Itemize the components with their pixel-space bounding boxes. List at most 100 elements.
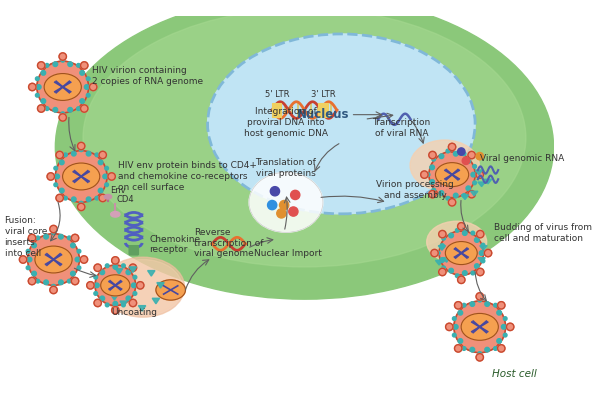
Circle shape <box>98 160 103 165</box>
Circle shape <box>45 107 49 110</box>
Ellipse shape <box>111 211 120 217</box>
Circle shape <box>458 276 465 283</box>
FancyBboxPatch shape <box>272 103 281 117</box>
Circle shape <box>455 274 459 278</box>
Circle shape <box>473 181 476 185</box>
Circle shape <box>27 257 32 262</box>
Circle shape <box>476 171 484 178</box>
Circle shape <box>462 303 466 307</box>
Circle shape <box>458 339 463 343</box>
Circle shape <box>440 244 445 248</box>
Polygon shape <box>478 182 485 187</box>
Circle shape <box>112 307 119 314</box>
Circle shape <box>503 317 507 321</box>
Circle shape <box>454 325 458 329</box>
Text: HIV virion containing
2 copies of RNA genome: HIV virion containing 2 copies of RNA ge… <box>92 66 203 86</box>
Circle shape <box>103 174 107 179</box>
Circle shape <box>100 296 104 301</box>
Circle shape <box>68 108 73 112</box>
Circle shape <box>28 277 35 285</box>
Text: Nuclear Import: Nuclear Import <box>254 249 322 258</box>
Circle shape <box>45 63 49 67</box>
Circle shape <box>59 53 67 60</box>
Circle shape <box>99 151 106 159</box>
Circle shape <box>271 187 280 196</box>
Polygon shape <box>484 179 492 184</box>
Polygon shape <box>115 280 123 286</box>
Circle shape <box>497 345 505 352</box>
Text: Fusion:
viral core
inserts
into cell: Fusion: viral core inserts into cell <box>5 216 47 258</box>
Ellipse shape <box>208 34 475 214</box>
Circle shape <box>77 142 85 150</box>
Circle shape <box>449 233 454 238</box>
Text: 5' LTR: 5' LTR <box>265 90 289 99</box>
Circle shape <box>19 256 27 263</box>
Circle shape <box>421 171 428 178</box>
Polygon shape <box>139 306 146 311</box>
Ellipse shape <box>461 314 499 340</box>
Circle shape <box>429 190 436 198</box>
Text: CD4: CD4 <box>116 195 134 204</box>
Circle shape <box>481 243 485 247</box>
Circle shape <box>32 272 37 276</box>
Circle shape <box>442 266 445 270</box>
Circle shape <box>280 201 289 210</box>
Circle shape <box>454 301 506 353</box>
Circle shape <box>80 99 85 103</box>
Circle shape <box>439 191 444 195</box>
Circle shape <box>429 151 436 159</box>
Circle shape <box>50 286 57 294</box>
Circle shape <box>71 151 76 156</box>
Circle shape <box>133 292 137 295</box>
Circle shape <box>99 194 106 202</box>
Circle shape <box>506 323 514 330</box>
Circle shape <box>105 183 109 187</box>
Circle shape <box>485 347 490 352</box>
Circle shape <box>71 197 76 201</box>
Ellipse shape <box>101 257 185 317</box>
Circle shape <box>502 325 506 329</box>
Circle shape <box>430 165 434 170</box>
Text: Env: Env <box>110 186 125 195</box>
Ellipse shape <box>436 163 469 187</box>
Circle shape <box>37 85 41 89</box>
Circle shape <box>462 346 466 350</box>
Circle shape <box>77 203 85 211</box>
Circle shape <box>26 266 30 269</box>
Circle shape <box>462 194 466 197</box>
Circle shape <box>44 234 49 239</box>
Circle shape <box>129 299 137 307</box>
Ellipse shape <box>35 246 72 273</box>
Circle shape <box>54 183 58 187</box>
Circle shape <box>497 311 502 315</box>
Circle shape <box>113 265 118 269</box>
Circle shape <box>452 317 456 321</box>
FancyBboxPatch shape <box>129 246 139 255</box>
Circle shape <box>131 283 136 288</box>
Circle shape <box>426 173 430 176</box>
Circle shape <box>432 157 436 161</box>
Circle shape <box>35 77 39 81</box>
Circle shape <box>458 222 465 230</box>
Circle shape <box>446 197 450 200</box>
Polygon shape <box>152 298 160 304</box>
Circle shape <box>439 231 484 275</box>
Polygon shape <box>148 271 155 276</box>
Circle shape <box>463 271 467 275</box>
Polygon shape <box>478 258 485 262</box>
Text: Reverse
transcription of
viral genome: Reverse transcription of viral genome <box>194 228 263 258</box>
Circle shape <box>52 284 55 288</box>
Ellipse shape <box>101 275 130 296</box>
Circle shape <box>64 153 67 157</box>
Circle shape <box>478 352 482 356</box>
Circle shape <box>37 61 89 113</box>
Circle shape <box>26 249 30 253</box>
Circle shape <box>85 85 89 89</box>
Circle shape <box>56 194 64 202</box>
Circle shape <box>94 275 98 279</box>
Circle shape <box>77 107 80 110</box>
Ellipse shape <box>410 140 479 191</box>
Circle shape <box>122 264 125 267</box>
Circle shape <box>98 188 103 193</box>
Circle shape <box>59 114 67 121</box>
